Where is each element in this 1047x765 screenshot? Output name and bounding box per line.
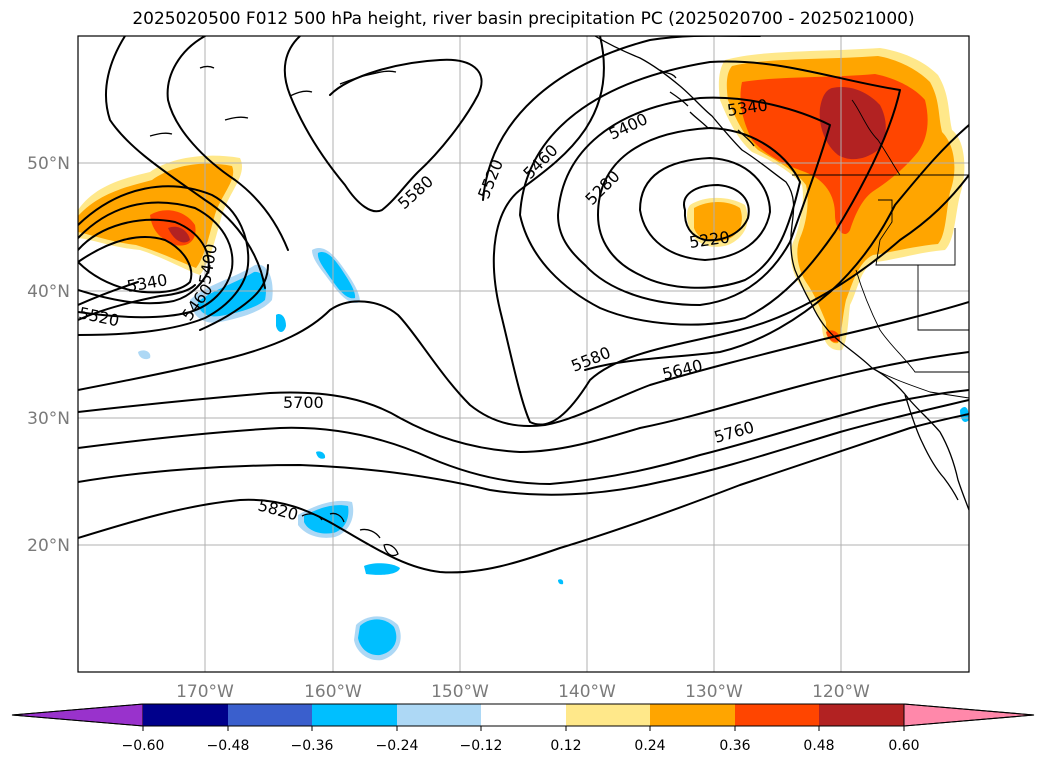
graticule [78, 36, 969, 672]
precip-shading [78, 48, 969, 661]
colorbar-segment [143, 704, 228, 726]
latitude-labels: 20°N 30°N 40°N 50°N [27, 154, 70, 556]
contour-label: 5640 [660, 356, 704, 384]
longitude-labels: 170°W 160°W 150°W 140°W 130°W 120°W [176, 682, 870, 702]
height-contours [78, 36, 969, 574]
colorbar-segment [566, 704, 650, 726]
contour-label: 5700 [283, 393, 324, 412]
lon-tick-label: 120°W [812, 682, 870, 702]
colorbar-tick-label: −0.24 [376, 738, 419, 754]
borders [792, 99, 969, 399]
chart-title: 2025020500 F012 500 hPa height, river ba… [132, 9, 915, 29]
contour-label: 5820 [256, 496, 300, 525]
colorbar-segment [312, 704, 397, 726]
contour-label: 5280 [581, 167, 623, 209]
lat-tick-label: 30°N [27, 409, 70, 429]
colorbar-segment [735, 704, 819, 726]
colorbar-extend-low [11, 703, 144, 727]
lon-tick-label: 140°W [558, 682, 616, 702]
lat-tick-label: 40°N [27, 282, 70, 302]
colorbar-tick-label: −0.12 [460, 738, 503, 754]
contour-label: 5580 [568, 343, 613, 376]
colorbar-segment [819, 704, 904, 726]
colorbar-extend-high [903, 703, 1035, 727]
lon-tick-label: 130°W [685, 682, 743, 702]
lat-tick-label: 20°N [27, 536, 70, 556]
colorbar: −0.60 −0.48 −0.36 −0.24 −0.12 0.12 0.24 … [11, 703, 1035, 754]
contour-label: 5580 [394, 172, 437, 213]
colorbar-tick-label: 0.12 [550, 738, 581, 754]
lat-tick-label: 50°N [27, 154, 70, 174]
map-plot-area [78, 36, 969, 672]
colorbar-segment [397, 704, 481, 726]
lon-tick-label: 170°W [176, 682, 234, 702]
colorbar-tick-label: 0.24 [634, 738, 665, 754]
colorbar-segment [228, 704, 312, 726]
colorbar-segment [650, 704, 735, 726]
colorbar-tick-label: 0.48 [803, 738, 834, 754]
colorbar-tick-label: −0.60 [122, 738, 165, 754]
contour-label: 5400 [606, 109, 651, 143]
colorbar-tick-label: −0.48 [207, 738, 250, 754]
lon-tick-label: 160°W [304, 682, 362, 702]
map-frame [77, 35, 970, 673]
colorbar-tick-label: 0.60 [888, 738, 919, 754]
colorbar-tick-label: 0.36 [719, 738, 750, 754]
colorbar-tick-label: −0.36 [291, 738, 334, 754]
colorbar-segment [481, 704, 566, 726]
lon-tick-label: 150°W [431, 682, 489, 702]
